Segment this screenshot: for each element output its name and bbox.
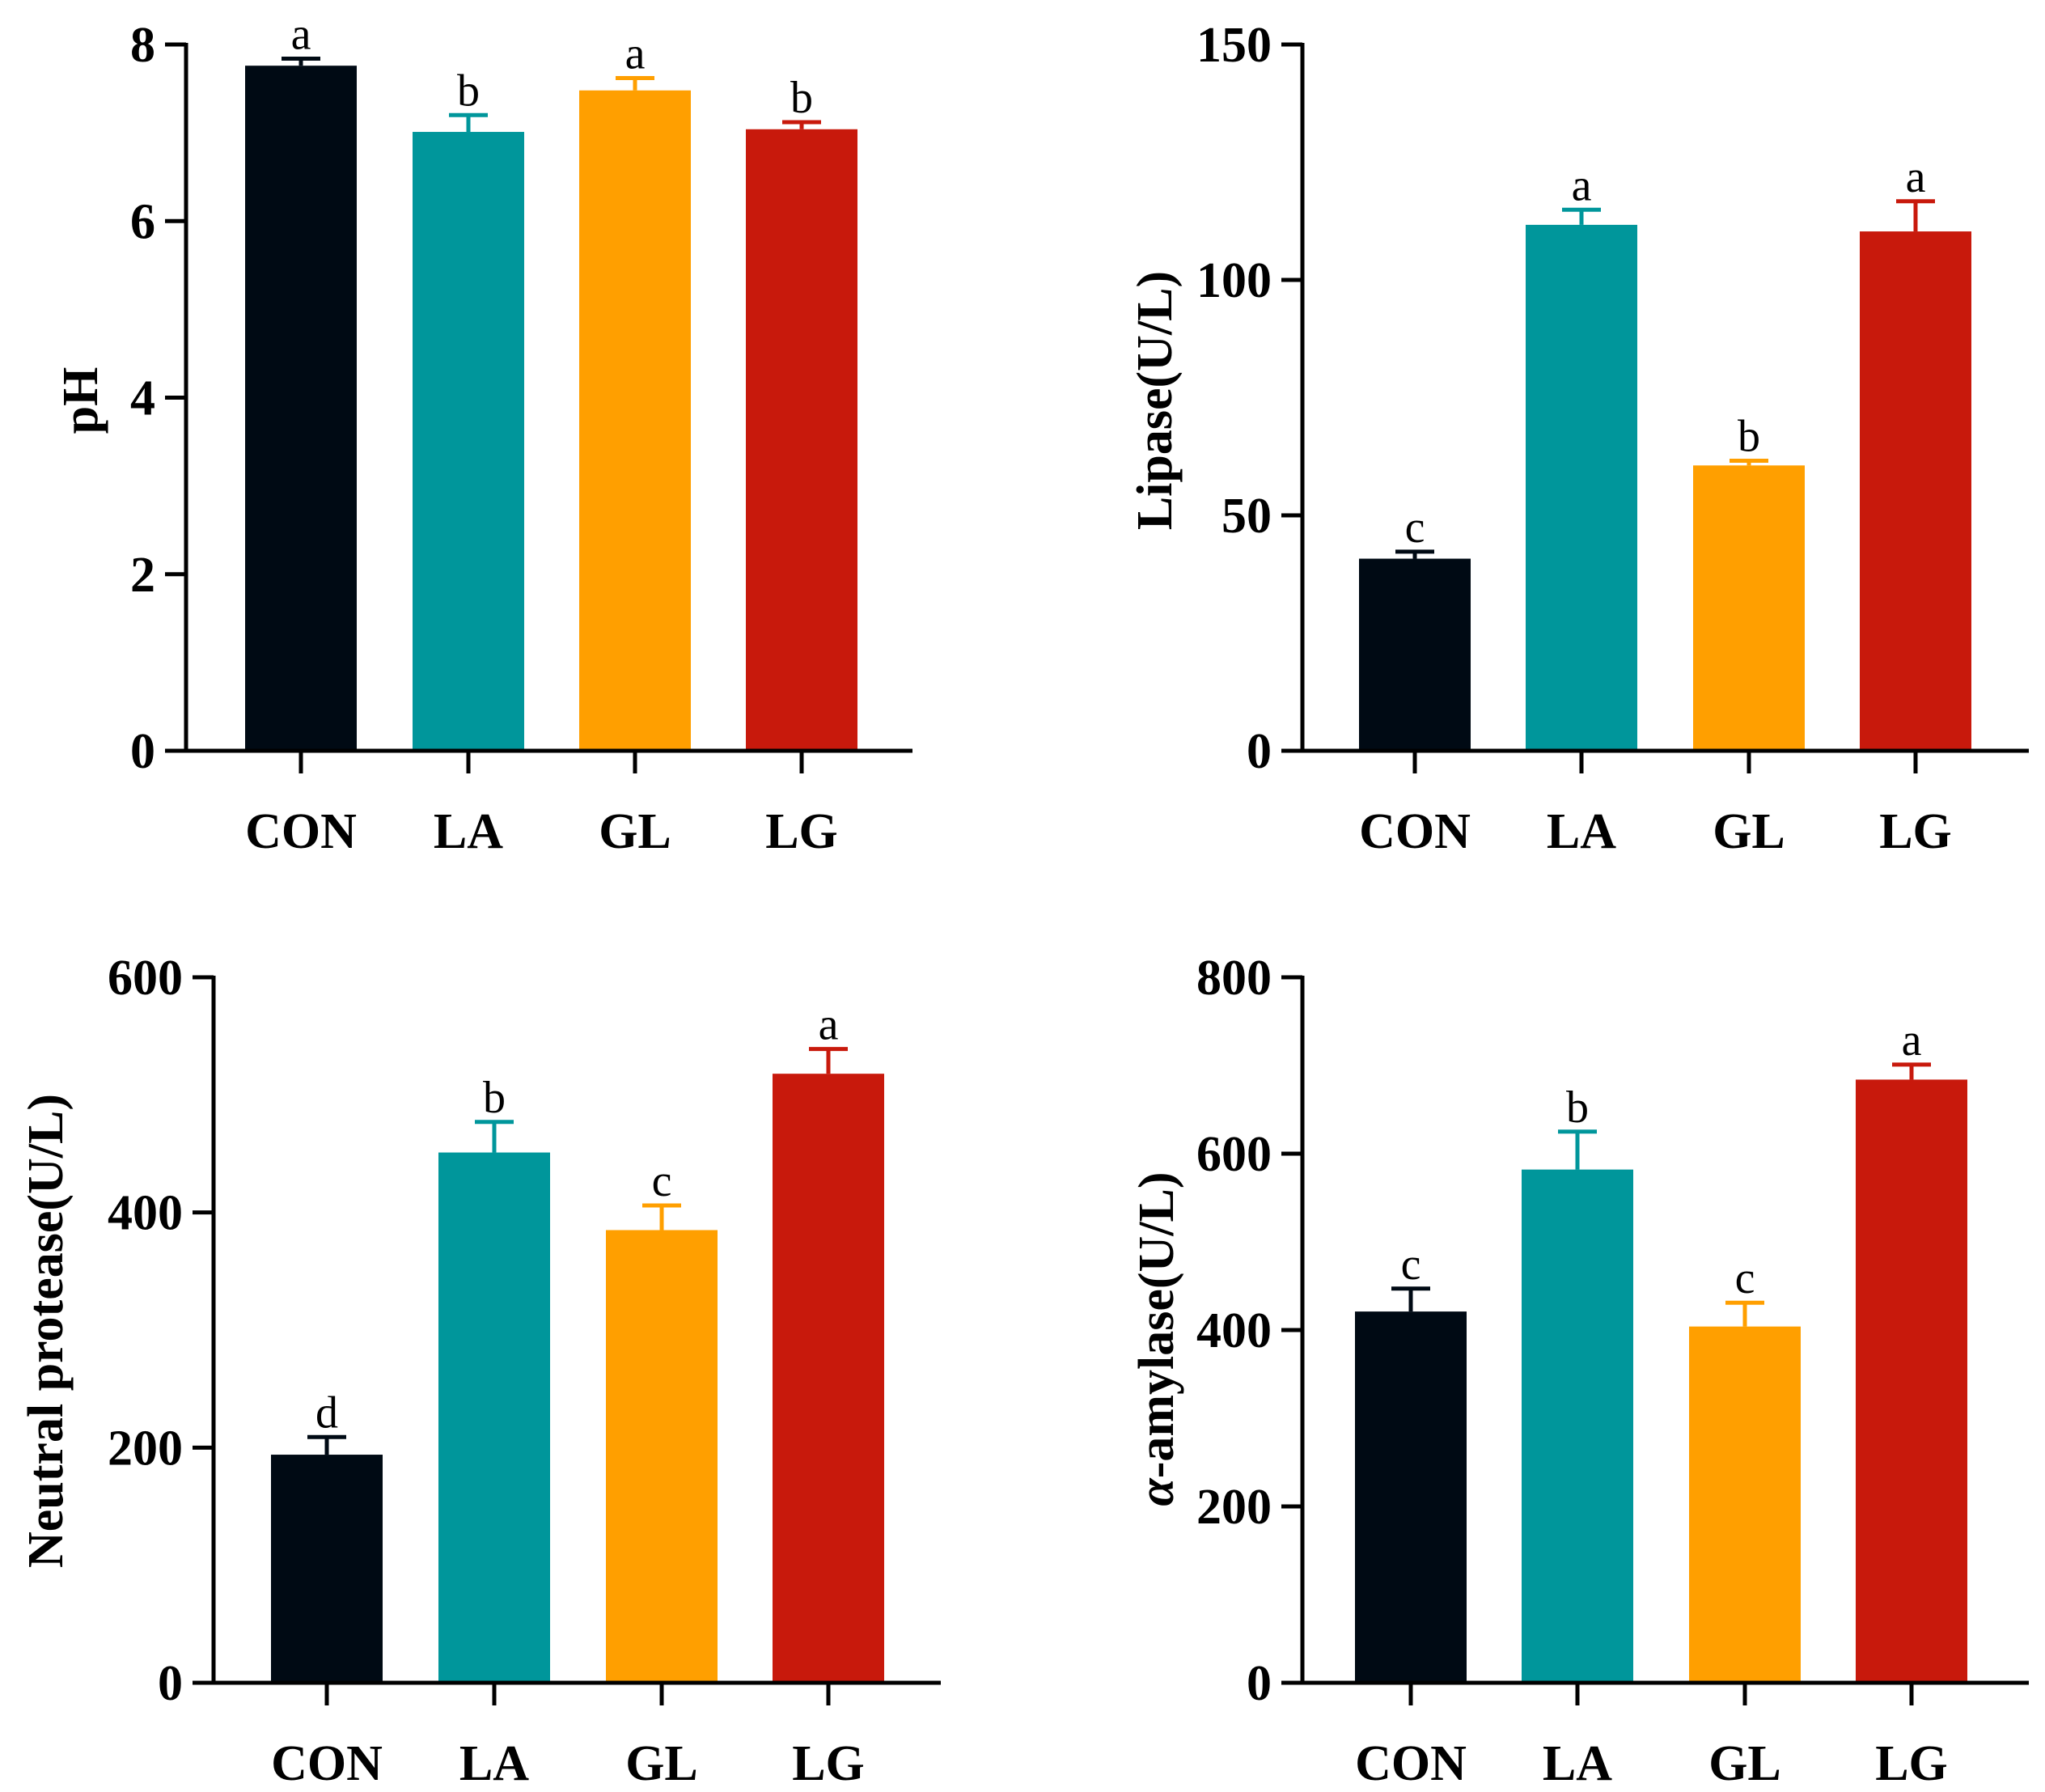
ph-error-bar-con bbox=[282, 56, 320, 66]
alpha-symbol: α bbox=[1129, 1477, 1184, 1506]
alpha-amylase-category-label-con: CON bbox=[1355, 1736, 1467, 1791]
ph-chart-panel: pH a b a b 0 2 4 6 8 CON LA GL LG bbox=[53, 9, 912, 859]
ph-y-tick-label: 6 bbox=[130, 194, 155, 249]
ph-error-bar-gl bbox=[616, 75, 654, 91]
neutral-protease-error-bar-lg bbox=[809, 1047, 848, 1074]
alpha-amylase-error-bar-con bbox=[1391, 1286, 1430, 1312]
lipase-error-bar-lg bbox=[1896, 199, 1935, 232]
alpha-amylase-error-bar-la bbox=[1558, 1129, 1597, 1170]
alpha-amylase-error-bar-gl bbox=[1725, 1300, 1764, 1327]
neutral-protease-y-tick-label: 200 bbox=[108, 1421, 183, 1476]
neutral-protease-error-bar-gl bbox=[642, 1203, 681, 1231]
neutral-protease-y-axis-title: Neutral protease(U/L) bbox=[19, 1094, 74, 1568]
ph-bar-lg bbox=[746, 129, 857, 751]
lipase-y-axis-title: Lipase(U/L) bbox=[1128, 271, 1183, 530]
ph-y-tick-label: 0 bbox=[130, 724, 155, 779]
alpha-amylase-category-label-gl: GL bbox=[1708, 1736, 1781, 1791]
neutral-protease-significance-la: b bbox=[483, 1073, 506, 1123]
ph-y-tick-label: 4 bbox=[130, 371, 155, 426]
lipase-chart-panel: Lipase(U/L) c a b a 0 50 100 150 CON LA GL LG bbox=[1128, 18, 2029, 859]
lipase-category-label-la: LA bbox=[1547, 804, 1616, 859]
ph-bar-la bbox=[413, 132, 524, 751]
alpha-amylase-significance-gl: c bbox=[1735, 1253, 1755, 1303]
ph-category-label-la: LA bbox=[434, 804, 503, 859]
lipase-error-bar-la bbox=[1562, 207, 1601, 225]
ph-y-axis-title: pH bbox=[53, 367, 108, 434]
alpha-amylase-chart-panel: α-amylase(U/L) c b c a 0 200 400 600 800 CON LA GL L… bbox=[1129, 951, 2029, 1791]
lipase-significance-la: a bbox=[1572, 160, 1592, 210]
neutral-protease-error-bar-con bbox=[307, 1434, 346, 1455]
ph-y-tick-label: 8 bbox=[130, 18, 155, 73]
lipase-significance-gl: b bbox=[1738, 411, 1760, 461]
lipase-significance-con: c bbox=[1405, 502, 1425, 553]
ph-significance-lg: b bbox=[790, 73, 813, 123]
alpha-amylase-y-axis-title-text: -amylase(U/L) bbox=[1129, 1171, 1184, 1478]
lipase-y-tick-label: 0 bbox=[1247, 724, 1272, 779]
lipase-y-tick-label: 100 bbox=[1196, 253, 1272, 308]
ph-bar-gl bbox=[579, 90, 691, 752]
neutral-protease-category-label-gl: GL bbox=[625, 1736, 698, 1791]
alpha-amylase-y-tick-label: 400 bbox=[1196, 1303, 1272, 1358]
lipase-bar-lg bbox=[1860, 231, 1971, 752]
alpha-amylase-y-tick-label: 200 bbox=[1196, 1480, 1272, 1535]
lipase-error-bar-con bbox=[1395, 549, 1434, 559]
neutral-protease-category-label-la: LA bbox=[459, 1736, 529, 1791]
lipase-y-tick-label: 150 bbox=[1196, 18, 1272, 73]
neutral-protease-y-tick-label: 400 bbox=[108, 1186, 183, 1241]
ph-category-label-lg: LG bbox=[765, 804, 838, 859]
ph-significance-la: b bbox=[457, 66, 480, 116]
lipase-category-label-gl: GL bbox=[1713, 804, 1785, 859]
lipase-significance-lg: a bbox=[1906, 152, 1926, 202]
lipase-bar-gl bbox=[1693, 465, 1805, 751]
lipase-category-label-con: CON bbox=[1359, 804, 1471, 859]
alpha-amylase-error-bar-lg bbox=[1892, 1062, 1931, 1080]
alpha-amylase-y-tick-label: 600 bbox=[1196, 1127, 1272, 1182]
lipase-y-tick-label: 50 bbox=[1221, 489, 1272, 544]
neutral-protease-bar-lg bbox=[773, 1074, 884, 1683]
alpha-amylase-category-label-lg: LG bbox=[1875, 1736, 1948, 1791]
ph-significance-con: a bbox=[291, 9, 311, 59]
neutral-protease-error-bar-la bbox=[475, 1120, 514, 1153]
neutral-protease-bar-con bbox=[271, 1455, 383, 1683]
neutral-protease-category-label-con: CON bbox=[271, 1736, 383, 1791]
ph-category-label-gl: GL bbox=[599, 804, 671, 859]
alpha-amylase-y-tick-label: 800 bbox=[1196, 951, 1272, 1006]
ph-category-label-con: CON bbox=[245, 804, 357, 859]
ph-error-bar-lg bbox=[782, 120, 821, 129]
ph-significance-gl: a bbox=[625, 28, 646, 78]
neutral-protease-significance-con: d bbox=[315, 1387, 338, 1438]
alpha-amylase-bar-gl bbox=[1689, 1326, 1801, 1683]
lipase-error-bar-gl bbox=[1730, 458, 1768, 466]
neutral-protease-bar-gl bbox=[606, 1230, 718, 1683]
neutral-protease-significance-lg: a bbox=[819, 1000, 839, 1050]
alpha-amylase-bar-la bbox=[1522, 1169, 1633, 1683]
ph-y-tick-label: 2 bbox=[130, 548, 155, 603]
neutral-protease-category-label-lg: LG bbox=[792, 1736, 865, 1791]
alpha-amylase-y-axis-title: α-amylase(U/L) bbox=[1129, 1171, 1184, 1506]
ph-bar-con bbox=[245, 66, 357, 751]
alpha-amylase-bar-lg bbox=[1856, 1079, 1967, 1683]
alpha-amylase-y-tick-label: 0 bbox=[1247, 1656, 1272, 1711]
lipase-category-label-lg: LG bbox=[1879, 804, 1952, 859]
neutral-protease-significance-gl: c bbox=[652, 1156, 672, 1206]
alpha-amylase-significance-con: c bbox=[1401, 1239, 1421, 1290]
lipase-bar-con bbox=[1359, 558, 1471, 751]
neutral-protease-y-tick-label: 0 bbox=[158, 1656, 183, 1711]
alpha-amylase-significance-lg: a bbox=[1902, 1015, 1922, 1065]
alpha-amylase-category-label-la: LA bbox=[1543, 1736, 1612, 1791]
lipase-bar-la bbox=[1526, 224, 1637, 751]
neutral-protease-bar-la bbox=[438, 1152, 550, 1683]
alpha-amylase-bar-con bbox=[1355, 1311, 1467, 1683]
neutral-protease-y-tick-label: 600 bbox=[108, 951, 183, 1006]
alpha-amylase-significance-la: b bbox=[1566, 1082, 1589, 1133]
ph-error-bar-la bbox=[449, 112, 488, 133]
neutral-protease-chart-panel: Neutral protease(U/L) d b c a 0 200 400 600 CON L… bbox=[19, 951, 941, 1791]
